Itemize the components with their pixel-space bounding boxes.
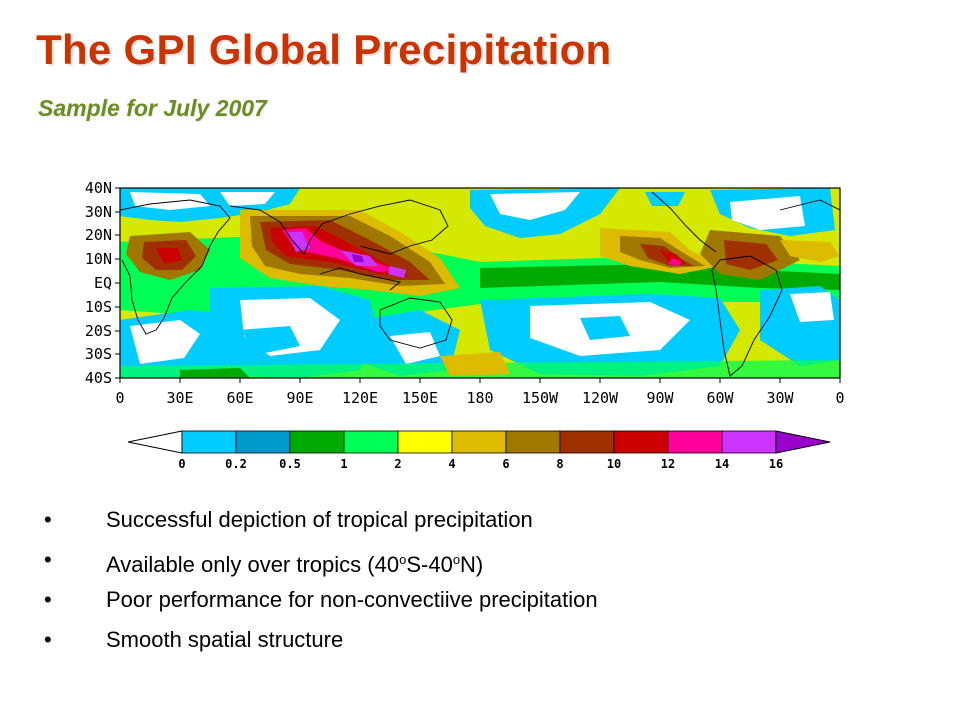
colorbar-swatch: [721, 430, 777, 454]
precipitation-field: [120, 188, 840, 378]
bullet-text: Poor performance for non-convectiive pre…: [106, 587, 598, 612]
colorbar-label: 16: [769, 457, 783, 471]
colorbar-label: 10: [607, 457, 621, 471]
bullet-marker: •: [44, 627, 52, 652]
colorbar-swatch: [667, 430, 723, 454]
bullet-marker: •: [44, 547, 52, 572]
lon-label: 90E: [286, 389, 313, 407]
lon-label: 30W: [766, 389, 794, 407]
bullet-text: Successful depiction of tropical precipi…: [106, 507, 533, 532]
lon-label: 60W: [706, 389, 734, 407]
colorbar-arrow-high: [775, 430, 831, 454]
colorbar-swatch: [397, 430, 453, 454]
lon-label: 0: [115, 389, 124, 407]
latitude-labels: 40N 30N 20N 10N EQ 10S 20S 30S 40S: [85, 179, 112, 387]
bullet-text-part: N): [460, 552, 484, 577]
colorbar-swatch: [613, 430, 669, 454]
coastlines: [120, 191, 840, 377]
longitude-labels: 0 30E 60E 90E 120E 150E 180 150W 120W 90…: [115, 389, 844, 407]
bullet-text-part: S-40: [406, 552, 453, 577]
lat-label: 30S: [85, 345, 112, 363]
colorbar-label: 4: [448, 457, 455, 471]
bullet-marker: •: [44, 507, 52, 532]
colorbar-label: 0.5: [279, 457, 301, 471]
colorbar-label: 0: [178, 457, 185, 471]
lat-label: 10N: [85, 250, 112, 268]
lon-label: 0: [835, 389, 844, 407]
colorbar-swatch: [451, 430, 507, 454]
lat-label: 40S: [85, 369, 112, 387]
lat-label: 40N: [85, 179, 112, 197]
bullet-text-part: Available only over tropics (40: [106, 552, 400, 577]
colorbar-swatch: [289, 430, 345, 454]
colorbar-swatch: [505, 430, 561, 454]
lat-label: EQ: [94, 274, 112, 292]
slide-subtitle: Sample for July 2007: [38, 95, 267, 121]
colorbar-swatch: [235, 430, 291, 454]
colorbar-label: 6: [502, 457, 509, 471]
lon-label: 180: [466, 389, 493, 407]
colorbar-arrow-low: [127, 430, 183, 454]
colorbar-label: 1: [340, 457, 347, 471]
lon-label: 30E: [166, 389, 193, 407]
degree-superscript: o: [399, 552, 407, 567]
lon-label: 150W: [522, 389, 559, 407]
bullet-text: Smooth spatial structure: [106, 627, 344, 652]
degree-superscript: o: [452, 552, 461, 567]
lat-label: 20S: [85, 322, 112, 340]
lat-label: 10S: [85, 298, 112, 316]
colorbar-swatch: [343, 430, 399, 454]
lon-label: 120E: [342, 389, 378, 407]
colorbar-label: 0.2: [225, 457, 247, 471]
colorbar-label: 8: [556, 457, 563, 471]
lon-label: 90W: [646, 389, 674, 407]
map-ticks: [115, 187, 841, 383]
colorbar-swatch: [181, 430, 237, 454]
bullet-text: Available only over tropics (40oS-40oN): [106, 540, 483, 585]
colorbar: [127, 430, 831, 454]
lat-label: 20N: [85, 226, 112, 244]
colorbar-labels: 0 0.2 0.5 1 2 4 6 8 10 12 14 16: [178, 457, 783, 471]
colorbar-label: 14: [715, 457, 729, 471]
slide-title: The GPI Global Precipitation: [36, 26, 612, 73]
lon-label: 150E: [402, 389, 438, 407]
bullet-marker: •: [44, 587, 52, 612]
colorbar-swatch: [559, 430, 615, 454]
precipitation-map: 40N 30N 20N 10N EQ 10S 20S 30S 40S 0 30E…: [60, 170, 860, 475]
colorbar-label: 2: [394, 457, 401, 471]
colorbar-label: 12: [661, 457, 675, 471]
lon-label: 120W: [582, 389, 619, 407]
lon-label: 60E: [226, 389, 253, 407]
lat-label: 30N: [85, 203, 112, 221]
